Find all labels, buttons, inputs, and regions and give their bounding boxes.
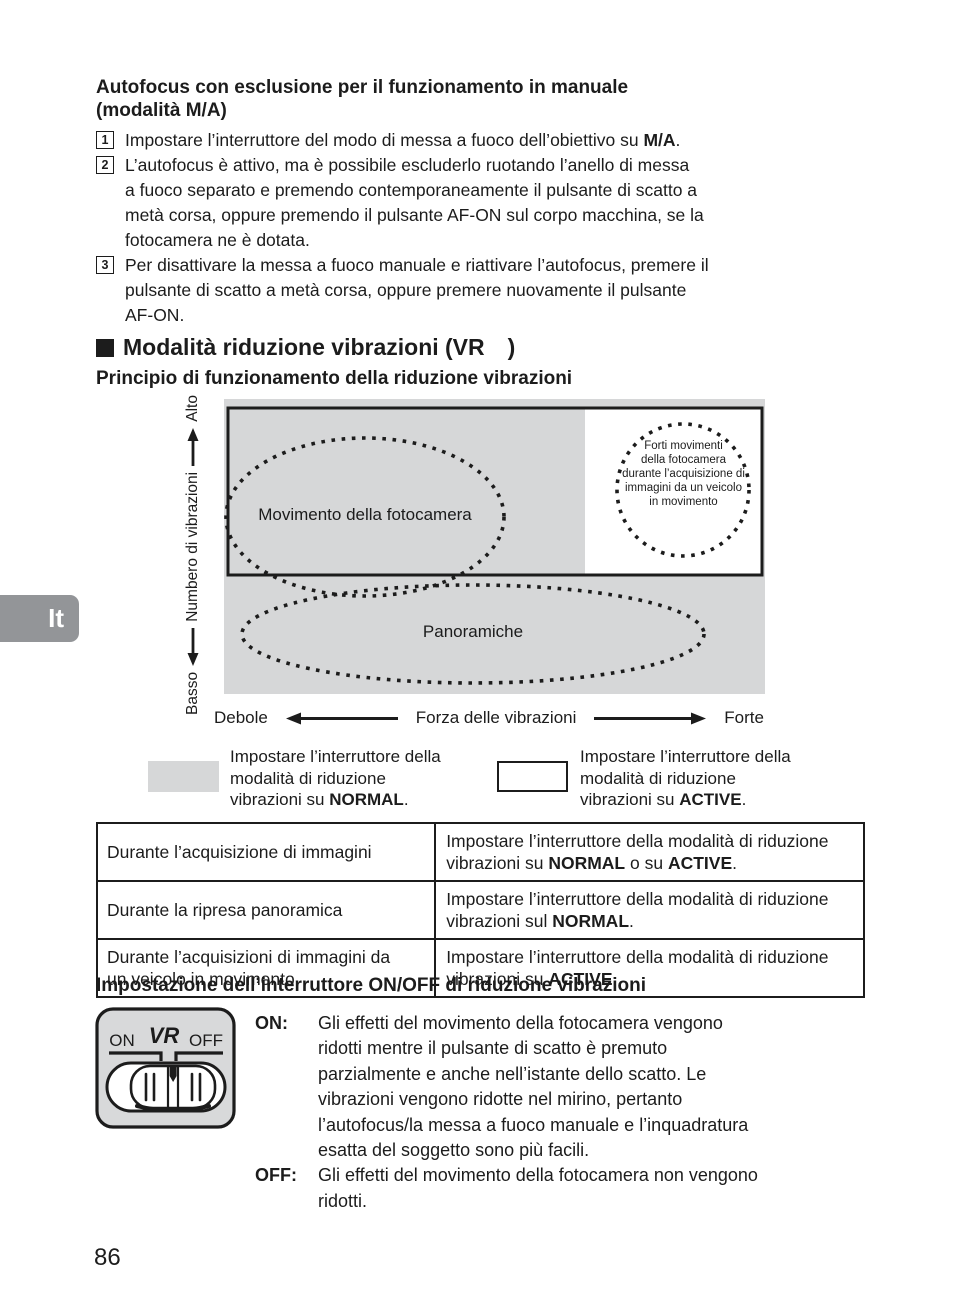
legend-swatch-normal bbox=[148, 761, 219, 792]
vr-subtitle: Principio di funzionamento della riduzio… bbox=[96, 368, 573, 389]
off-description-row: OFF: Gli effetti del movimento della fot… bbox=[255, 1163, 898, 1214]
on-off-descriptions: ON: Gli effetti del movimento della foto… bbox=[255, 1011, 898, 1214]
arrow-left-icon bbox=[187, 627, 199, 666]
upper-region-border bbox=[226, 406, 764, 577]
off-bracket bbox=[174, 1051, 223, 1061]
vr-settings-table: Durante l’acquisizione di immagini Impos… bbox=[95, 822, 865, 998]
language-tab: It bbox=[0, 595, 79, 642]
active-region bbox=[585, 408, 763, 575]
black-square-icon bbox=[96, 338, 114, 357]
switch-section-heading: Impostazione dell’interruttore ON/OFF di… bbox=[96, 975, 646, 996]
step-text: Per disattivare la messa a fuoco manuale… bbox=[125, 255, 709, 325]
x-axis-high: Forte bbox=[724, 708, 764, 727]
vibration-diagram: Movimento della fotocamera Panoramiche F… bbox=[96, 395, 874, 810]
list-item: 3 Per disattivare la messa a fuoco manua… bbox=[96, 253, 874, 328]
vehicle-motion-label: Forti movimenti della fotocamera durante… bbox=[622, 440, 745, 508]
arrow-right-icon bbox=[187, 427, 199, 466]
legend-swatch-active bbox=[497, 761, 568, 792]
x-axis-low: Debole bbox=[214, 708, 268, 727]
autofocus-steps: 1 Impostare l’interruttore del modo di m… bbox=[96, 128, 874, 328]
panning-ellipse bbox=[240, 583, 706, 685]
camera-motion-ellipse bbox=[224, 436, 506, 598]
on-label: ON: bbox=[255, 1013, 288, 1033]
step-number-box: 2 bbox=[96, 156, 114, 174]
y-axis-low: Basso bbox=[184, 671, 201, 715]
autofocus-section: Autofocus con esclusione per il funziona… bbox=[96, 76, 874, 328]
vr-switch-illustration: ON VR OFF bbox=[95, 1007, 236, 1129]
step-number-box: 3 bbox=[96, 256, 114, 274]
step-text: L’autofocus è attivo, ma è possibile esc… bbox=[125, 155, 704, 250]
list-item: 1 Impostare l’interruttore del modo di m… bbox=[96, 128, 874, 153]
page-number: 86 bbox=[94, 1244, 121, 1271]
vehicle-motion-circle bbox=[615, 422, 751, 558]
y-axis-title: Numbero di vibrazioni bbox=[184, 471, 201, 622]
situation-cell: Durante l’acquisizione di immagini bbox=[95, 822, 437, 882]
setting-cell: Impostare l’interruttore della modalità … bbox=[434, 938, 865, 998]
panning-label: Panoramiche bbox=[422, 622, 524, 641]
switch-off-label: OFF bbox=[189, 1031, 223, 1050]
situation-cell: Durante l’acquisizioni di immagini da un… bbox=[95, 938, 437, 998]
camera-motion-label: Movimento della fotocamera bbox=[258, 505, 472, 524]
vr-title-text: Modalità riduzione vibrazioni (VR ) bbox=[123, 334, 516, 360]
legend-normal-text: Impostare l’interruttore della modalità … bbox=[230, 747, 441, 809]
on-description-row: ON: Gli effetti del movimento della foto… bbox=[255, 1011, 898, 1163]
x-axis-title: Forza delle vibrazioni bbox=[415, 708, 577, 727]
on-text: Gli effetti del movimento della fotocame… bbox=[318, 1013, 749, 1161]
table-row: Durante l’acquisizioni di immagini da un… bbox=[95, 938, 865, 998]
step-text: Impostare l’interruttore del modo di mes… bbox=[125, 130, 681, 150]
y-axis-label: Basso Numbero di vibrazioni Alto bbox=[182, 395, 204, 715]
vr-section-title: Modalità riduzione vibrazioni (VR ) bbox=[96, 334, 515, 361]
situation-cell: Durante la ripresa panoramica bbox=[95, 880, 437, 940]
arrow-right-icon bbox=[594, 712, 707, 724]
x-axis-label: Debole Forza delle vibrazioni Forte bbox=[214, 708, 764, 728]
knob-shadow bbox=[135, 1104, 211, 1113]
list-item: 2 L’autofocus è attivo, ma è possibile e… bbox=[96, 153, 874, 253]
table-row: Durante l’acquisizione di immagini Impos… bbox=[95, 822, 865, 882]
switch-block: ON VR OFF ON: Gli effetti del movimento … bbox=[95, 1007, 898, 1214]
legend-active-text: Impostare l’interruttore della modalità … bbox=[580, 747, 791, 809]
knob-indicator-notch bbox=[169, 1066, 177, 1082]
y-axis-high: Alto bbox=[184, 395, 201, 422]
setting-cell: Impostare l’interruttore della modalità … bbox=[434, 880, 865, 940]
setting-cell: Impostare l’interruttore della modalità … bbox=[434, 822, 865, 882]
switch-on-label: ON bbox=[109, 1031, 135, 1050]
on-bracket bbox=[109, 1051, 163, 1061]
off-text: Gli effetti del movimento della fotocame… bbox=[318, 1165, 758, 1211]
diagram-plot bbox=[224, 399, 765, 694]
step-number-box: 1 bbox=[96, 131, 114, 149]
autofocus-heading: Autofocus con esclusione per il funziona… bbox=[96, 77, 629, 121]
arrow-left-icon bbox=[285, 712, 398, 724]
off-label: OFF: bbox=[255, 1165, 297, 1186]
switch-vr-label: VR bbox=[149, 1023, 180, 1048]
table-row: Durante la ripresa panoramica Impostare … bbox=[95, 880, 865, 940]
